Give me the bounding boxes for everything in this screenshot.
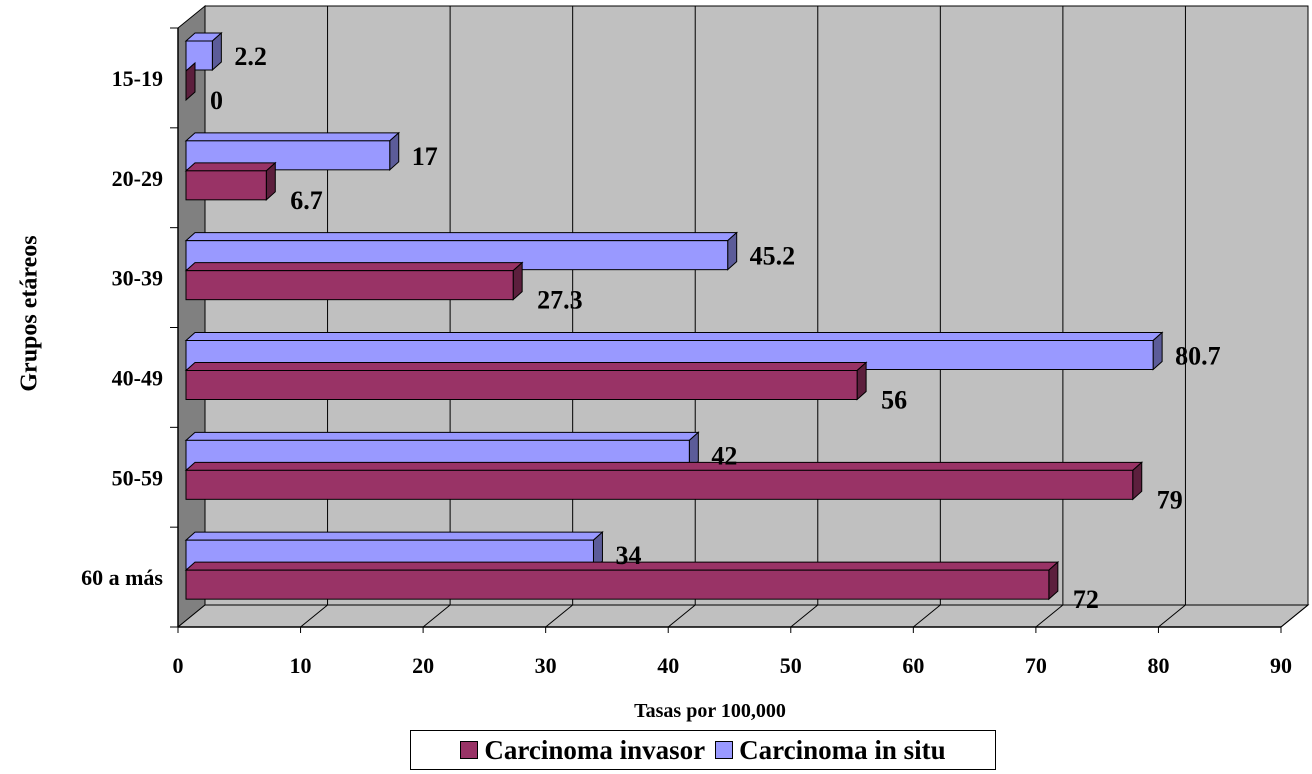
bar-invasor-top	[184, 362, 868, 371]
bar-invasor-front	[185, 270, 514, 301]
x-tick-label: 0	[173, 653, 184, 678]
bar-invasor-front	[185, 469, 1134, 500]
bar-invasor-top	[184, 461, 1144, 471]
data-label-insitu: 42	[711, 441, 737, 470]
bar-insitu-top	[184, 431, 700, 441]
data-label-invasor: 56	[881, 386, 907, 415]
data-label-invasor: 6.7	[290, 186, 323, 215]
gridline-floor	[1035, 604, 1064, 628]
bar-invasor-top	[184, 162, 277, 172]
axes: 0 10 20 30 40 50 60 70 80 90 15-19 20-29 30-39 40-49 5…	[81, 27, 1292, 678]
y-tick-label: 30-39	[112, 266, 163, 291]
y-axis-title: Grupos etáreos	[16, 235, 43, 392]
bar-invasor	[184, 161, 277, 201]
bar-insitu-top	[184, 332, 1164, 341]
bars	[184, 31, 1164, 601]
bar-invasor-front	[185, 170, 267, 201]
data-label-invasor: 72	[1073, 585, 1099, 614]
x-tick-label: 70	[1025, 653, 1047, 678]
bar-invasor	[184, 461, 1144, 501]
x-tick-label: 20	[412, 653, 434, 678]
data-label-insitu: 2.2	[234, 42, 267, 71]
data-label-invasor: 79	[1157, 485, 1183, 514]
data-label-insitu: 80.7	[1175, 342, 1221, 371]
floor	[176, 604, 1310, 628]
gridline-floor	[545, 604, 573, 628]
legend: Carcinoma invasor Carcinoma in situ	[410, 730, 996, 770]
x-tick-label: 30	[535, 653, 557, 678]
y-tick-label: 20-29	[112, 166, 163, 191]
gridline-floor	[422, 604, 451, 628]
bar-insitu	[184, 31, 223, 72]
bar-invasor	[184, 561, 1060, 601]
data-labels: 2.2 0 17 6.7 45.2 27.3 80.7 56 42 79 34 72	[210, 42, 1221, 614]
legend-label-invasor: Carcinoma invasor	[484, 734, 706, 765]
bar-invasor	[184, 261, 524, 301]
bar-invasor-front	[185, 569, 1050, 600]
legend-label-insitu: Carcinoma in situ	[739, 734, 946, 765]
gridline-floor	[300, 604, 328, 628]
x-tick-label: 80	[1147, 653, 1169, 678]
x-tick-label: 90	[1270, 653, 1292, 678]
gridlines	[300, 6, 1309, 628]
data-label-invasor: 0	[210, 86, 223, 115]
gridline-floor	[790, 604, 819, 628]
bar-insitu-top	[184, 132, 401, 142]
gridline-floor	[667, 604, 696, 628]
x-tick-label: 10	[290, 653, 312, 678]
legend-item-insitu: Carcinoma in situ	[715, 735, 946, 766]
legend-item-invasor: Carcinoma invasor	[460, 735, 705, 766]
gridline-floor	[913, 604, 941, 628]
x-tick-label: 50	[780, 653, 802, 678]
bar-insitu-front	[185, 40, 213, 71]
legend-swatch-invasor	[460, 741, 479, 759]
y-tick-label: 15-19	[112, 66, 163, 91]
data-label-insitu: 45.2	[750, 242, 796, 271]
bar-invasor	[184, 361, 868, 401]
y-tick-label: 50-59	[112, 465, 163, 490]
bar-invasor-top	[184, 262, 524, 272]
legend-swatch-insitu	[715, 741, 734, 759]
y-tick-label: 60 a más	[81, 565, 163, 590]
data-label-insitu: 17	[412, 142, 438, 171]
bar-insitu-top	[184, 531, 604, 541]
gridline-floor	[1158, 604, 1186, 628]
x-tick-label: 60	[902, 653, 924, 678]
bar-invasor	[185, 61, 196, 102]
bar-invasor-side	[185, 61, 196, 102]
y-tick-label: 40-49	[112, 365, 163, 390]
bar-invasor-front	[185, 370, 858, 400]
data-label-invasor: 27.3	[537, 286, 583, 315]
gridline-floor	[1280, 604, 1309, 628]
x-tick-label: 40	[657, 653, 679, 678]
x-axis-title: Tasas por 100,000	[634, 700, 786, 722]
bar-insitu-top	[184, 232, 738, 242]
data-label-insitu: 34	[615, 541, 641, 570]
back-wall	[204, 5, 1309, 606]
